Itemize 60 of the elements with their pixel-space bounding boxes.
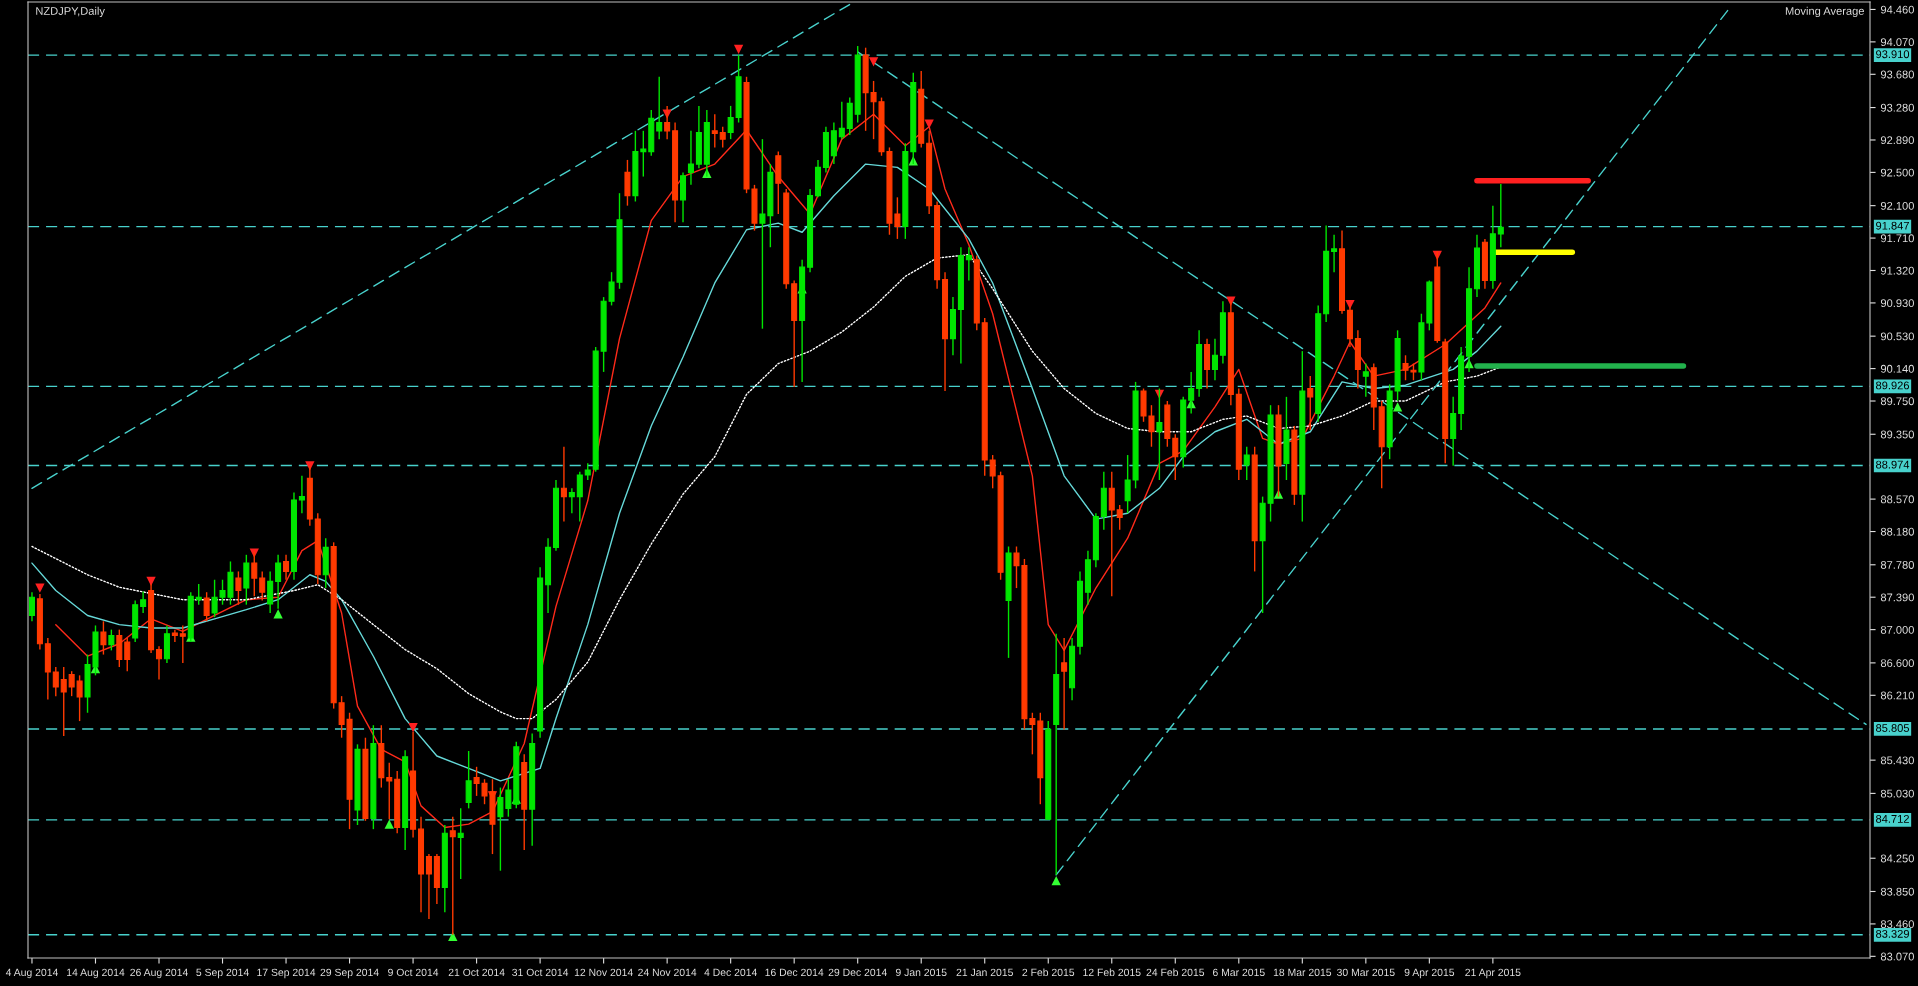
x-tick-label: 9 Oct 2014 xyxy=(388,968,439,977)
x-tick-label: 21 Oct 2014 xyxy=(448,968,505,977)
y-tick-label: 92.500 xyxy=(1880,168,1914,177)
y-tick-label: 90.930 xyxy=(1880,299,1914,308)
x-tick-label: 31 Oct 2014 xyxy=(512,968,569,977)
x-tick-label: 29 Sep 2014 xyxy=(320,968,379,979)
x-tick-label: 9 Jan 2015 xyxy=(895,968,947,977)
ref-line-label: 85.805 xyxy=(1876,724,1910,732)
y-tick-label: 92.890 xyxy=(1880,136,1914,145)
ref-line-label: 91.847 xyxy=(1876,221,1909,230)
x-tick-label: 21 Apr 2015 xyxy=(1465,968,1521,979)
y-tick-label: 87.390 xyxy=(1880,593,1914,602)
y-tick-label: 86.600 xyxy=(1880,659,1914,668)
ref-line-label: 88.974 xyxy=(1876,460,1910,469)
x-tick-label: 12 Nov 2014 xyxy=(574,968,633,977)
y-tick-label: 87.780 xyxy=(1880,561,1914,569)
x-tick-label: 21 Jan 2015 xyxy=(956,968,1013,977)
x-tick-label: 29 Dec 2014 xyxy=(828,968,887,977)
y-tick-label: 83.850 xyxy=(1880,887,1914,896)
x-tick-label: 4 Aug 2014 xyxy=(5,968,59,979)
y-tick-label: 93.280 xyxy=(1880,103,1914,112)
x-tick-label: 4 Dec 2014 xyxy=(704,968,757,977)
y-tick-label: 92.100 xyxy=(1880,201,1914,210)
x-tick-label: 2 Feb 2015 xyxy=(1022,968,1075,977)
ref-line-label: 83.329 xyxy=(1876,929,1909,938)
ref-line-label: 89.926 xyxy=(1876,381,1910,390)
y-tick-label: 83.070 xyxy=(1880,952,1914,961)
y-tick-label: 83.460 xyxy=(1880,920,1914,929)
y-tick-label: 91.320 xyxy=(1880,266,1914,275)
y-tick-label: 87.000 xyxy=(1880,625,1914,634)
x-tick-label: 18 Mar 2015 xyxy=(1273,968,1332,977)
y-tick-label: 84.250 xyxy=(1880,854,1914,863)
ref-line-label: 93.910 xyxy=(1876,50,1910,59)
x-tick-label: 26 Aug 2014 xyxy=(130,968,188,979)
x-tick-label: 6 Mar 2015 xyxy=(1212,968,1265,977)
x-tick-label: 17 Sep 2014 xyxy=(257,968,316,979)
y-tick-label: 94.460 xyxy=(1880,5,1914,14)
chart-title: NZDJPY,Daily xyxy=(36,6,105,18)
y-tick-label: 88.180 xyxy=(1880,527,1914,536)
x-tick-label: 12 Feb 2015 xyxy=(1083,968,1141,977)
y-tick-label: 94.070 xyxy=(1880,38,1914,47)
y-tick-label: 85.430 xyxy=(1880,756,1914,765)
x-tick-label: 16 Dec 2014 xyxy=(765,968,824,977)
annotation: Moving Average xyxy=(1785,6,1864,18)
ref-line-label: 84.712 xyxy=(1876,814,1909,823)
y-tick-label: 85.030 xyxy=(1880,789,1914,798)
y-tick-label: 88.570 xyxy=(1880,495,1914,504)
x-tick-label: 14 Aug 2014 xyxy=(67,968,125,979)
y-tick-label: 90.530 xyxy=(1880,332,1914,341)
y-tick-label: 89.750 xyxy=(1880,397,1914,406)
y-tick-label: 93.680 xyxy=(1880,70,1914,79)
x-tick-label: 24 Feb 2015 xyxy=(1146,968,1205,977)
y-tick-label: 90.140 xyxy=(1880,364,1914,373)
y-tick-label: 89.350 xyxy=(1880,430,1914,439)
x-tick-label: 24 Nov 2014 xyxy=(638,968,697,977)
y-tick-label: 86.210 xyxy=(1880,691,1914,700)
y-tick-label: 91.710 xyxy=(1880,234,1914,243)
x-tick-label: 9 Apr 2015 xyxy=(1404,968,1455,979)
x-tick-label: 5 Sep 2014 xyxy=(196,968,249,979)
x-tick-label: 30 Mar 2015 xyxy=(1336,968,1395,977)
